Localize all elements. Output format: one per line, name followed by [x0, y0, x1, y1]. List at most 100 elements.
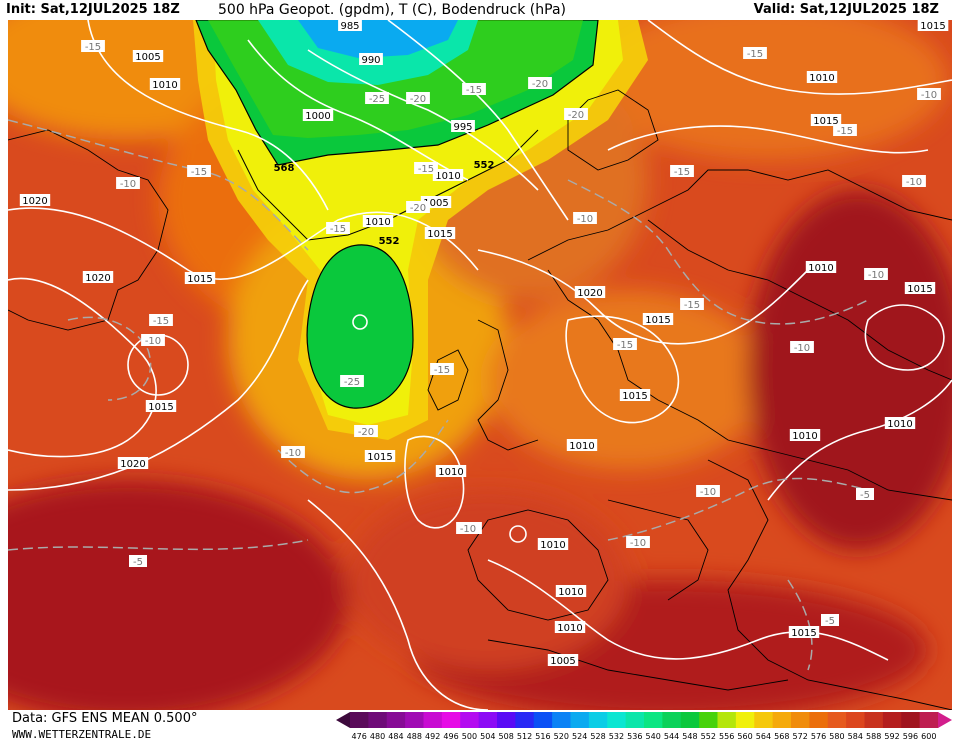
- temperature-label-box: [833, 124, 857, 136]
- pressure-label-box: [805, 261, 837, 273]
- temperature-label-box: [613, 338, 637, 350]
- pressure-label: 1020: [577, 288, 602, 299]
- temperature-label-box: [406, 92, 430, 104]
- blue-core: [298, 20, 458, 58]
- pressure-label: 1015: [920, 21, 945, 32]
- color-scale-legend: 476 480 484 488 492 496 500 504 508 512 516 520 524 5…: [336, 712, 952, 741]
- pressure-label: 1015: [427, 229, 452, 240]
- pressure-label-box: [642, 313, 674, 325]
- temperature-label: -5: [133, 557, 143, 568]
- pressure-label-box: [554, 621, 586, 633]
- temperature-label: -10: [630, 538, 646, 549]
- scale-tick-label: 540: [646, 732, 661, 741]
- pressure-label: 1005: [550, 656, 575, 667]
- temperature-label-box: [462, 83, 486, 95]
- scale-arrow-left: [336, 712, 350, 728]
- scale-swatch: [864, 712, 884, 728]
- scale-tick-label: 496: [443, 732, 458, 741]
- scale-swatch: [460, 712, 480, 728]
- pressure-label: 990: [361, 55, 380, 66]
- geopotential-label: 568: [274, 163, 295, 174]
- footer-bar: Data: GFS ENS MEAN 0.500° WWW.WETTERZENT…: [0, 710, 959, 741]
- scale-swatch: [919, 712, 939, 728]
- scale-swatch: [846, 712, 865, 728]
- temperature-label: -10: [285, 448, 301, 459]
- scale-swatch: [552, 712, 571, 728]
- pressure-label: 1020: [22, 196, 47, 207]
- pressure-label: 1010: [569, 441, 594, 452]
- scale-swatch: [625, 712, 645, 728]
- temperature-label: -5: [860, 490, 870, 501]
- valid-time: Valid: Sat,12JUL2025 18Z: [753, 2, 939, 17]
- scale-tick-label: 500: [462, 732, 477, 741]
- website-link[interactable]: WWW.WETTERZENTRALE.DE: [12, 728, 152, 741]
- scale-tick-label: 564: [756, 732, 771, 741]
- scale-swatch: [827, 712, 847, 728]
- pressure-label-box: [788, 626, 820, 638]
- temperature-label-box: [573, 212, 597, 224]
- pressure-label-box: [362, 215, 394, 227]
- pressure-label: 1015: [148, 402, 173, 413]
- pressure-label-box: [451, 120, 475, 132]
- pressure-label-box: [424, 227, 456, 239]
- pressure-label: 1015: [645, 315, 670, 326]
- scale-swatch: [699, 712, 718, 728]
- pressure-label-box: [806, 71, 838, 83]
- isobars: [8, 20, 952, 710]
- init-time: Init: Sat,12JUL2025 18Z: [6, 2, 180, 17]
- pressure-label: 995: [453, 122, 472, 133]
- scale-swatch: [662, 712, 682, 728]
- scale-tick-label: 508: [499, 732, 514, 741]
- pressure-label-box: [432, 169, 464, 181]
- pressure-label-box: [555, 585, 587, 597]
- scale-tick-label: 596: [903, 732, 918, 741]
- temperature-label-box: [141, 334, 165, 346]
- temperature-label-box: [743, 47, 767, 59]
- geopotential-label: 552: [379, 236, 400, 247]
- temperature-label-box: [856, 488, 874, 500]
- pressure-label-box: [19, 194, 51, 206]
- temperature-label: -25: [369, 94, 385, 105]
- pressure-label: 1010: [557, 623, 582, 634]
- scale-swatch: [515, 712, 535, 728]
- pressure-label: 1010: [365, 217, 390, 228]
- temperature-label: -20: [568, 110, 584, 121]
- pressure-label: 985: [340, 21, 359, 32]
- pressure-label: 1015: [813, 116, 838, 127]
- temperature-label: -15: [747, 49, 763, 60]
- scale-tick-label: 488: [407, 732, 422, 741]
- temperature-label: -20: [410, 203, 426, 214]
- pressure-label-box: [537, 538, 569, 550]
- pressure-label: 1010: [808, 263, 833, 274]
- pressure-label: 1010: [809, 73, 834, 84]
- temperature-label-box: [528, 77, 552, 89]
- scale-swatch: [405, 712, 424, 728]
- scale-tick-label: 572: [793, 732, 808, 741]
- temperature-label: -10: [700, 487, 716, 498]
- pressure-label-box: [435, 465, 467, 477]
- pressure-label: 1010: [887, 419, 912, 430]
- temperature-label-box: [917, 88, 941, 100]
- scale-swatch: [570, 712, 590, 728]
- pressure-label: 1015: [791, 628, 816, 639]
- temperature-label-box: [354, 425, 378, 437]
- temperature-label-box: [326, 222, 350, 234]
- scale-swatch: [350, 712, 369, 728]
- scale-tick-label: 544: [664, 732, 679, 741]
- scale-swatch: [441, 712, 461, 728]
- scale-swatch: [772, 712, 792, 728]
- pressure-label: 1015: [622, 391, 647, 402]
- pressure-label-box: [904, 282, 936, 294]
- temperature-label: -25: [344, 377, 360, 388]
- pressure-label-box: [359, 53, 383, 65]
- scale-tick-label: 536: [627, 732, 642, 741]
- pressure-label: 1010: [152, 80, 177, 91]
- pressure-label-box: [619, 389, 651, 401]
- pressure-label-box: [132, 50, 164, 62]
- pressure-label-box: [566, 439, 598, 451]
- temperature-label: -10: [145, 336, 161, 347]
- scale-tick-label: 532: [609, 732, 624, 741]
- weather-map: 985 990 1000 995 1005 1005 1010 1010 1015 1020 101…: [8, 20, 952, 710]
- pressure-label: 1015: [907, 284, 932, 295]
- temperature-label-box: [902, 175, 926, 187]
